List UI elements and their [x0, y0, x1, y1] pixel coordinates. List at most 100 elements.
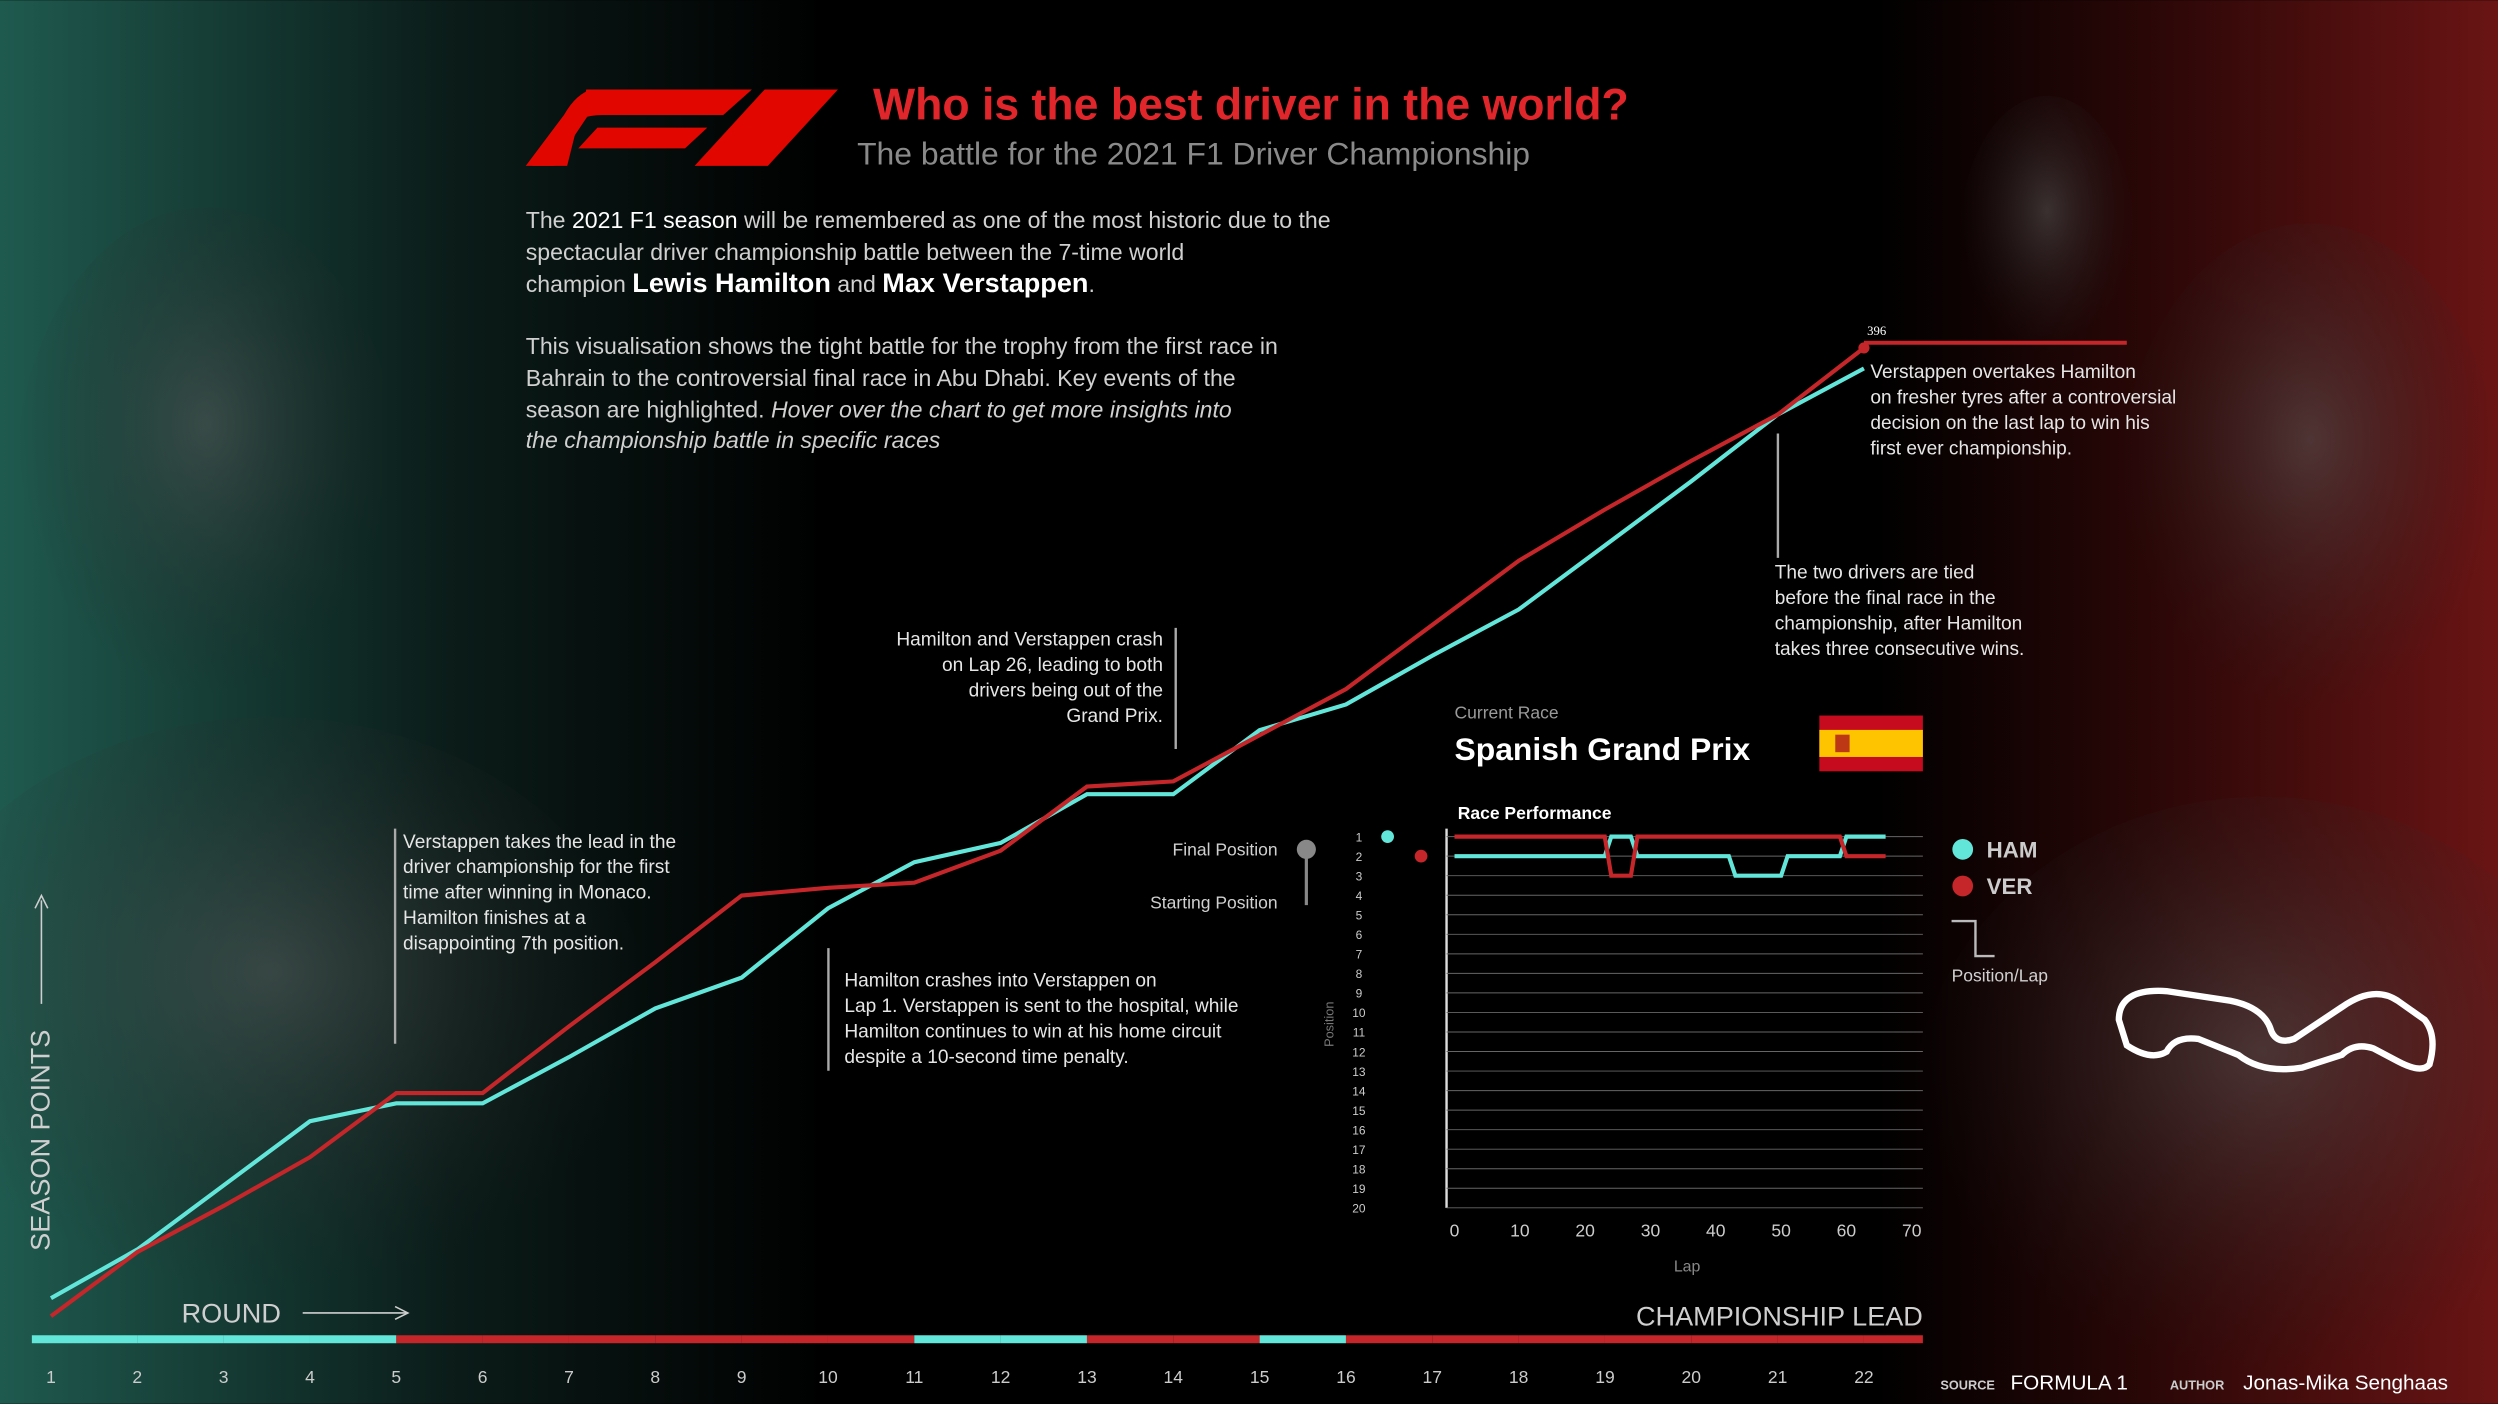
credits: SOURCE FORMULA 1 AUTHOR Jonas-Mika Sengh…	[1940, 1371, 2448, 1394]
lead-segment	[482, 1335, 569, 1344]
x-tick-label: 7	[564, 1367, 574, 1387]
f1-logo	[525, 89, 838, 166]
x-tick-label: 60	[1837, 1220, 1857, 1240]
current-race-label: Current Race	[1455, 703, 1559, 723]
lead-segment	[914, 1335, 1001, 1344]
y-axis-arrow-head	[34, 893, 49, 909]
annotation-line-text: on fresher tyres after a controversial	[1870, 387, 2176, 408]
annotation-line-text: driver championship for the first	[403, 857, 670, 878]
intro-line: champion Lewis Hamilton and Max Verstapp…	[526, 267, 1095, 298]
intro-line: spectacular driver championship battle b…	[526, 239, 1185, 265]
annotation: Hamilton and Verstappen crash on Lap 26, …	[896, 629, 1163, 726]
x-tick-label: 13	[1077, 1367, 1096, 1387]
final-position-label: Final Position	[1173, 840, 1278, 860]
intro-text: will be remembered as one of the most hi…	[738, 207, 1331, 233]
intro-line: Bahrain to the controversial final race …	[526, 365, 1236, 391]
legend-label: HAM	[1987, 837, 2038, 862]
x-tick-label: 16	[1336, 1367, 1355, 1387]
x-tick-label: 21	[1768, 1367, 1787, 1387]
series-line	[49, 346, 1866, 1318]
lead-segment	[1691, 1335, 1778, 1344]
intro-text: The	[526, 207, 572, 233]
driver-body-right	[1911, 796, 2498, 1404]
lead-segment	[396, 1335, 483, 1344]
x-tick-label: 12	[991, 1367, 1010, 1387]
driver-name: Lewis Hamilton	[632, 267, 831, 298]
intro-text: and	[831, 271, 882, 297]
x-tick-label: 0	[1450, 1220, 1460, 1240]
annotation: Verstappen takes the lead in the driver c…	[403, 832, 676, 955]
intro-line: season are highlighted. Hover over the c…	[526, 397, 1232, 423]
author-label: AUTHOR	[2170, 1377, 2224, 1392]
annotation-line-text: Hamilton and Verstappen crash	[896, 629, 1163, 650]
x-tick-label: 10	[818, 1367, 838, 1387]
y-tick-label: 10	[1352, 1006, 1366, 1020]
driver-photo-right	[2118, 223, 2498, 765]
x-tick-label: 20	[1575, 1220, 1595, 1240]
y-tick-label: 1	[1356, 830, 1363, 844]
intro-text: season are highlighted.	[526, 397, 771, 423]
y-tick-label: 4	[1356, 889, 1363, 903]
x-tick-label: 4	[305, 1367, 315, 1387]
annotation-line-text: championship, after Hamilton	[1775, 614, 2022, 635]
x-tick-label: 6	[478, 1367, 488, 1387]
annotation-line-text: Hamilton crashes into Verstappen on	[844, 970, 1156, 991]
lead-segment	[1173, 1335, 1260, 1344]
annotation-line-text: Grand Prix.	[1066, 706, 1163, 727]
intro-hint: the championship battle in specific race…	[526, 427, 941, 453]
y-tick-label: 5	[1356, 909, 1363, 923]
y-tick-label: 6	[1356, 928, 1363, 942]
lead-segment	[1432, 1335, 1519, 1344]
annotation-line-text: disappointing 7th position.	[403, 934, 624, 955]
start-position	[1414, 849, 1428, 863]
series-line	[1454, 834, 1886, 878]
series-line	[49, 366, 1865, 1301]
driver-photo-left	[15, 207, 399, 749]
y-tick-label: 14	[1352, 1084, 1366, 1098]
annotation-line-text: despite a 10-second time penalty.	[844, 1047, 1128, 1068]
x-tick-label: 1	[46, 1367, 56, 1387]
y-tick-label: 8	[1356, 967, 1363, 981]
y-tick-label: 7	[1356, 948, 1363, 962]
annotation-line-text: Verstappen takes the lead in the	[403, 832, 676, 853]
x-tick-label: 2	[132, 1367, 142, 1387]
annotation-line-text: on Lap 26, leading to both	[942, 655, 1163, 676]
race-x-label: Lap	[1674, 1259, 1701, 1276]
lead-segment	[827, 1335, 915, 1344]
source-label: SOURCE	[1940, 1377, 1994, 1392]
lead-segment	[309, 1335, 397, 1344]
lead-segment	[1863, 1335, 1923, 1344]
x-tick-label: 40	[1706, 1220, 1726, 1240]
lead-segment	[1604, 1335, 1692, 1344]
y-tick-label: 18	[1352, 1163, 1366, 1177]
y-axis-label: SEASON POINTS	[24, 1030, 55, 1251]
track-outline	[2115, 987, 2436, 1073]
annotation-line-text: before the final race in the	[1775, 588, 1996, 609]
y-tick-label: 17	[1352, 1143, 1366, 1157]
driver-name: Max Verstappen	[882, 267, 1088, 298]
y-tick-label: 16	[1352, 1123, 1366, 1137]
race-chart-title: Race Performance	[1458, 803, 1612, 823]
x-tick-label: 5	[391, 1367, 401, 1387]
driver-body-left	[0, 717, 654, 1355]
lead-label: CHAMPIONSHIP LEAD	[1636, 1301, 1923, 1332]
intro-line: This visualisation shows the tight battl…	[526, 333, 1278, 359]
race-y-label: Position	[1321, 1002, 1336, 1047]
y-tick-label: 15	[1352, 1104, 1366, 1118]
annotation-line-text: decision on the last lap to win his	[1870, 413, 2149, 434]
x-tick-label: 17	[1423, 1367, 1442, 1387]
position-lap-key	[1951, 919, 1995, 958]
intro-text: champion	[526, 271, 633, 297]
annotation-line-text: The two drivers are tied	[1775, 563, 1975, 584]
series-line	[1454, 834, 1886, 878]
annotation: Hamilton crashes into Verstappen on Lap 1…	[844, 970, 1238, 1067]
start-position	[1381, 830, 1394, 843]
y-tick-label: 19	[1352, 1182, 1366, 1196]
source: FORMULA 1	[2011, 1371, 2128, 1394]
position-key-head	[1296, 839, 1316, 859]
x-tick-label: 19	[1595, 1367, 1614, 1387]
x-tick-label: 8	[650, 1367, 660, 1387]
lead-segment	[1000, 1335, 1087, 1344]
lead-segment	[568, 1335, 656, 1344]
position-lap-label: Position/Lap	[1952, 966, 2048, 986]
